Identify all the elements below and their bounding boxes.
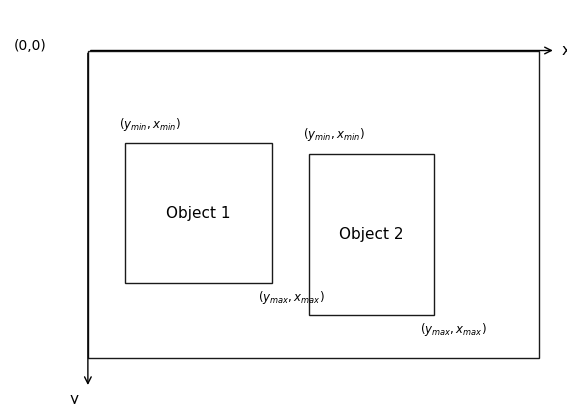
Bar: [88, 50, 539, 358]
Text: x: x: [561, 43, 567, 58]
Text: Object 1: Object 1: [166, 206, 231, 221]
Text: (0,0): (0,0): [14, 40, 47, 53]
Text: $(y_{max}, x_{max})$: $(y_{max}, x_{max})$: [258, 289, 325, 306]
Bar: [309, 154, 434, 315]
Text: y: y: [69, 392, 78, 404]
Text: $(y_{min}, x_{min})$: $(y_{min}, x_{min})$: [303, 126, 365, 143]
Text: $(y_{min}, x_{min})$: $(y_{min}, x_{min})$: [119, 116, 181, 133]
Text: Object 2: Object 2: [339, 227, 404, 242]
Bar: [125, 143, 272, 283]
Text: $(y_{max}, x_{max})$: $(y_{max}, x_{max})$: [420, 321, 486, 338]
